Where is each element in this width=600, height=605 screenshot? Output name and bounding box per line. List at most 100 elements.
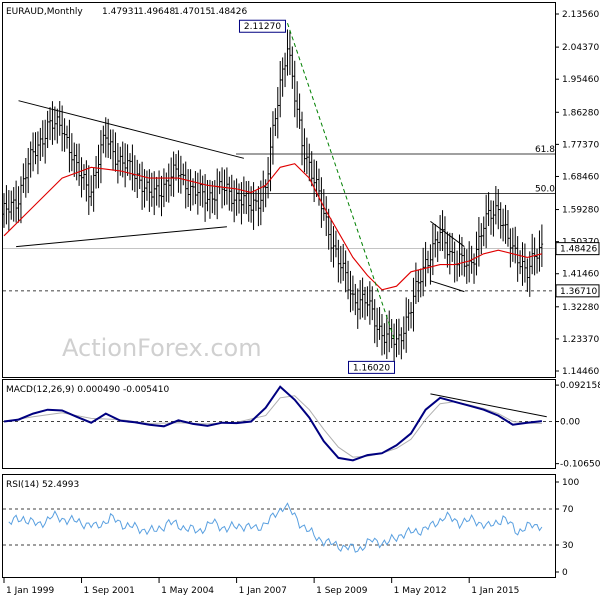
macd-y-tick-label: 0.00 [560,418,580,428]
fib-label-0: 61.8 [535,145,555,155]
price-bar [235,178,238,216]
price-bar [504,204,507,244]
price-bar [475,231,478,276]
price-bar [145,170,149,201]
price-y-tick-label: 1.68460 [562,172,599,182]
price-header-bg [3,3,247,17]
macd-y-axis: 0.092158 0.00 -0.106503 [555,381,600,470]
price-bar [14,180,18,223]
price-bar [325,196,328,237]
price-bar [397,318,401,355]
price-bar [136,159,139,198]
x-tick-label: 1 Jan 2015 [471,586,519,596]
current-price-tag-label: 1.48426 [560,245,597,255]
price-bar [494,186,498,225]
price-bar [412,277,415,332]
price-bar [48,107,52,141]
price-bar [230,174,233,212]
price-header-open: 1.47931 [102,7,139,17]
price-bar [288,31,292,76]
price-bar [371,286,374,321]
price-bar [182,163,185,186]
price-y-axis: 2.13560 2.04370 1.95460 1.86280 1.77370 1.684… [555,10,600,377]
x-axis: 1 Jan 1999 1 Sep 2001 1 May 2004 1 Jan 2007… [3,578,519,596]
price-bar [477,217,481,267]
callout-box-1 [348,360,396,374]
price-bar [395,319,398,358]
price-bar [417,269,420,303]
price-bar [65,125,69,149]
price-bar [523,243,527,283]
price-bar [419,268,422,298]
price-bar [528,251,531,297]
price-bar [349,270,352,313]
price-bar [385,314,389,360]
price-bar [17,186,20,223]
x-tick-label: 1 Sep 2001 [84,586,135,596]
price-bar [443,216,447,259]
price-bar [51,101,54,145]
price-bar [368,281,372,325]
price-bar [106,118,110,158]
price-bar [162,168,166,208]
price-bar [291,46,294,89]
price-bar [177,150,180,193]
price-bar [375,307,379,348]
price-bar [126,144,129,176]
price-bar [458,234,461,277]
price-bar [12,187,15,222]
price-bar [342,243,345,281]
rsi-line [8,502,543,553]
price-bar [80,157,83,198]
price-bar [334,230,338,258]
price-bar [87,165,91,215]
price-panel-frame [2,2,556,378]
support-tag-label: 1.36710 [560,287,597,297]
price-bar [373,299,376,344]
price-bar [317,168,321,206]
price-bar [123,143,127,188]
price-bar [363,286,367,320]
trendline-4 [430,280,465,293]
price-bar [82,164,86,190]
price-bar [165,172,168,202]
price-bar [167,163,170,203]
price-bar [31,132,35,172]
price-bar [240,182,243,225]
price-bar [19,176,23,224]
price-bar [43,119,47,164]
price-bar [484,194,488,249]
price-bar [303,128,306,173]
price-bar [160,175,163,217]
price-bar [194,171,197,205]
price-header-symbol: EURAUD,Monthly [6,7,83,17]
price-bar [310,151,313,187]
price-bar [90,175,93,207]
price-bar [279,60,282,118]
price-bar [143,169,146,208]
price-header-low: 1.47015 [174,7,211,17]
price-bar [29,141,32,178]
price-bar [480,223,483,255]
price-bar [36,131,40,175]
macd-line [3,385,543,462]
price-bar [308,143,311,182]
price-bar [220,167,224,209]
price-bar [68,119,71,173]
price-bar [53,106,57,141]
price-bar [315,160,318,197]
price-bar [530,233,534,275]
price-bar [521,242,524,286]
price-layer: 61.8 50.0 2.11270 1.16020 [2,19,555,374]
price-bar [482,216,485,247]
price-bar [70,133,74,172]
price-bar [116,143,120,184]
price-bar [140,161,144,210]
price-bar [196,172,200,215]
price-bar [402,316,405,350]
price-bar [10,190,13,220]
price-bar [245,181,248,215]
current-price-tag-box [555,242,600,256]
rsi-y-tick-label: 100 [562,478,579,488]
price-bar [99,130,103,184]
